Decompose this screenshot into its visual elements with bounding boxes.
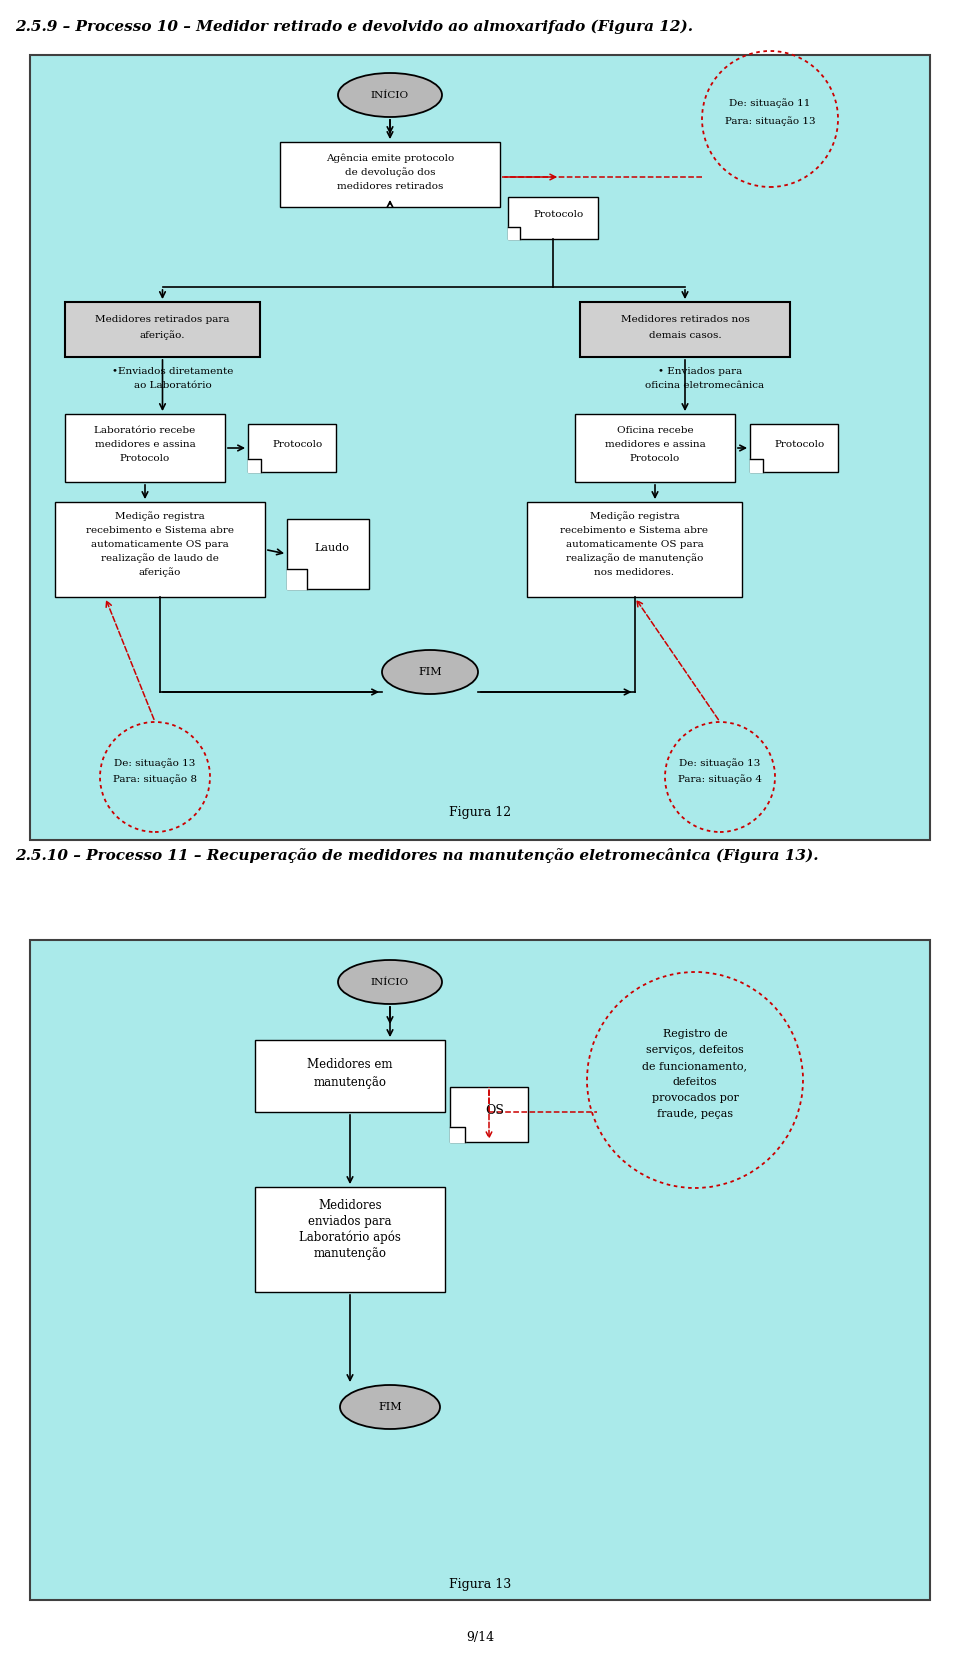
Text: Registro de: Registro de	[662, 1029, 728, 1039]
Ellipse shape	[382, 650, 478, 693]
Bar	[30, 55, 930, 840]
Text: Protocolo: Protocolo	[630, 453, 680, 462]
Text: Oficina recebe: Oficina recebe	[616, 425, 693, 435]
Text: medidores e assina: medidores e assina	[605, 440, 706, 448]
Polygon shape	[287, 570, 306, 588]
Text: INÍCIO: INÍCIO	[371, 90, 409, 100]
Text: • Enviados para: • Enviados para	[658, 367, 742, 375]
Text: FIM: FIM	[378, 1402, 402, 1412]
Text: De: situação 11: De: situação 11	[730, 98, 810, 108]
Text: Protocolo: Protocolo	[120, 453, 170, 462]
Bar	[580, 302, 790, 357]
Text: manutenção: manutenção	[314, 1247, 387, 1260]
Text: De: situação 13: De: situação 13	[680, 758, 760, 768]
Bar	[55, 502, 265, 597]
Text: Protocolo: Protocolo	[534, 210, 584, 218]
Polygon shape	[750, 458, 763, 472]
Text: serviços, defeitos: serviços, defeitos	[646, 1045, 744, 1055]
Text: Laboratório após: Laboratório após	[300, 1230, 401, 1244]
Text: medidores e assina: medidores e assina	[95, 440, 196, 448]
Text: ao Laboratório: ao Laboratório	[133, 380, 211, 390]
Text: oficina eletromecânica: oficina eletromecânica	[645, 380, 764, 390]
Bar	[527, 502, 742, 597]
Text: recebimento e Sistema abre: recebimento e Sistema abre	[86, 527, 234, 535]
Bar	[750, 423, 838, 472]
Text: Para: situação 4: Para: situação 4	[678, 773, 762, 783]
Text: INÍCIO: INÍCIO	[371, 977, 409, 987]
Text: Medição registra: Medição registra	[589, 512, 680, 522]
Text: de funcionamento,: de funcionamento,	[642, 1060, 748, 1070]
Text: demais casos.: demais casos.	[649, 332, 721, 340]
Text: defeitos: defeitos	[673, 1077, 717, 1087]
Text: 9/14: 9/14	[466, 1630, 494, 1644]
Text: Protocolo: Protocolo	[775, 440, 826, 448]
Text: Medidores retirados nos: Medidores retirados nos	[620, 315, 750, 323]
Bar	[508, 197, 598, 238]
Text: realização de laudo de: realização de laudo de	[101, 553, 219, 563]
Text: Medidores retirados para: Medidores retirados para	[95, 315, 229, 323]
Polygon shape	[508, 227, 519, 238]
Text: Medidores em: Medidores em	[307, 1057, 393, 1070]
Text: fraude, peças: fraude, peças	[657, 1109, 733, 1119]
Bar	[450, 1087, 528, 1142]
Text: Protocolo: Protocolo	[273, 440, 324, 448]
Text: Figura 13: Figura 13	[449, 1577, 511, 1590]
Text: recebimento e Sistema abre: recebimento e Sistema abre	[561, 527, 708, 535]
Text: 2.5.9 – Processo 10 – Medidor retirado e devolvido ao almoxarifado (Figura 12).: 2.5.9 – Processo 10 – Medidor retirado e…	[15, 20, 693, 35]
Text: manutenção: manutenção	[314, 1075, 387, 1089]
Bar	[280, 142, 500, 207]
Bar	[575, 413, 735, 482]
Text: aferição.: aferição.	[140, 330, 185, 340]
Bar	[287, 518, 369, 588]
Text: OS: OS	[486, 1104, 504, 1117]
Text: nos medidores.: nos medidores.	[594, 568, 675, 577]
Polygon shape	[248, 458, 261, 472]
Text: Figura 12: Figura 12	[449, 805, 511, 818]
Text: •Enviados diretamente: •Enviados diretamente	[111, 367, 233, 375]
Text: Agência emite protocolo: Agência emite protocolo	[325, 153, 454, 163]
Bar	[30, 940, 930, 1600]
Text: FIM: FIM	[419, 667, 442, 677]
Text: Laudo: Laudo	[315, 543, 349, 553]
Text: Para: situação 8: Para: situação 8	[113, 773, 197, 783]
Text: realização de manutenção: realização de manutenção	[565, 553, 703, 563]
Text: de devolução dos: de devolução dos	[345, 168, 435, 177]
Bar	[255, 1040, 445, 1112]
Text: automaticamente OS para: automaticamente OS para	[91, 540, 228, 548]
Ellipse shape	[340, 1385, 440, 1429]
Text: enviados para: enviados para	[308, 1215, 392, 1229]
Text: 2.5.10 – Processo 11 – Recuperação de medidores na manutenção eletromecânica (Fi: 2.5.10 – Processo 11 – Recuperação de me…	[15, 847, 819, 862]
Text: automaticamente OS para: automaticamente OS para	[565, 540, 704, 548]
Bar	[65, 413, 225, 482]
Bar	[248, 423, 336, 472]
Text: Laboratório recebe: Laboratório recebe	[94, 425, 196, 435]
Text: Medidores: Medidores	[318, 1199, 382, 1212]
Bar	[255, 1187, 445, 1292]
Text: aferição: aferição	[139, 567, 181, 577]
Ellipse shape	[338, 73, 442, 117]
Text: Para: situação 13: Para: situação 13	[725, 117, 815, 127]
Polygon shape	[450, 1127, 466, 1142]
Text: provocados por: provocados por	[652, 1094, 738, 1104]
Text: De: situação 13: De: situação 13	[114, 758, 196, 768]
Text: medidores retirados: medidores retirados	[337, 182, 444, 192]
Bar	[65, 302, 260, 357]
Text: Medição registra: Medição registra	[115, 512, 204, 522]
Ellipse shape	[338, 960, 442, 1004]
